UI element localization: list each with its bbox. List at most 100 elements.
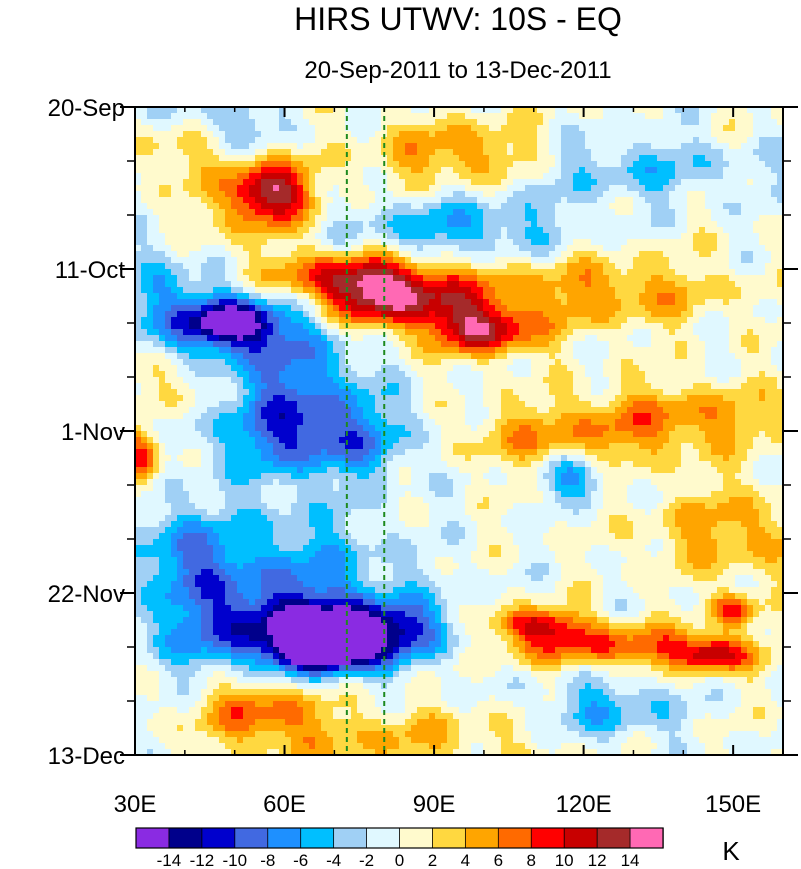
heatmap-cell [693, 377, 700, 384]
heatmap-cell [399, 221, 406, 228]
heatmap-cell [327, 335, 334, 342]
heatmap-cell [579, 377, 586, 384]
heatmap-cell [723, 365, 730, 372]
heatmap-cell [309, 119, 316, 126]
heatmap-cell [141, 221, 148, 228]
heatmap-cell [345, 263, 352, 270]
heatmap-cell [609, 143, 616, 150]
heatmap-cell [363, 173, 370, 180]
heatmap-cell [609, 191, 616, 198]
heatmap-cell [165, 179, 172, 186]
heatmap-cell [477, 263, 484, 270]
heatmap-cell [381, 281, 388, 288]
heatmap-cell [651, 179, 658, 186]
heatmap-cell [189, 371, 196, 378]
heatmap-cell [195, 281, 202, 288]
heatmap-cell [693, 191, 700, 198]
heatmap-cell [759, 185, 766, 192]
heatmap-cell [153, 131, 160, 138]
heatmap-cell [705, 233, 712, 240]
heatmap-cell [651, 293, 658, 300]
heatmap-cell [663, 371, 670, 378]
heatmap-cell [285, 191, 292, 198]
heatmap-cell [171, 263, 178, 270]
heatmap-cell [681, 233, 688, 240]
heatmap-cell [477, 257, 484, 264]
heatmap-cell [489, 179, 496, 186]
heatmap-cell [585, 251, 592, 258]
heatmap-cell [153, 335, 160, 342]
heatmap-cell [165, 263, 172, 270]
heatmap-cell [231, 293, 238, 300]
heatmap-cell [147, 245, 154, 252]
heatmap-cell [459, 299, 466, 306]
heatmap-cell [375, 257, 382, 264]
heatmap-cell [393, 347, 400, 354]
heatmap-cell [633, 263, 640, 270]
heatmap-cell [195, 161, 202, 168]
heatmap-cell [627, 227, 634, 234]
heatmap-cell [291, 305, 298, 312]
heatmap-cell [225, 251, 232, 258]
heatmap-cell [717, 203, 724, 210]
heatmap-cell [315, 221, 322, 228]
heatmap-cell [183, 119, 190, 126]
heatmap-cell [735, 125, 742, 132]
heatmap-cell [135, 347, 142, 354]
heatmap-cell [447, 119, 454, 126]
heatmap-cell [675, 227, 682, 234]
heatmap-cell [519, 155, 526, 162]
heatmap-cell [291, 149, 298, 156]
heatmap-cell [417, 281, 424, 288]
heatmap-cell [321, 311, 328, 318]
heatmap-cell [147, 107, 154, 114]
heatmap-cell [273, 233, 280, 240]
heatmap-cell [765, 179, 772, 186]
heatmap-cell [393, 197, 400, 204]
heatmap-cell [237, 149, 244, 156]
heatmap-cell [639, 335, 646, 342]
heatmap-cell [507, 287, 514, 294]
heatmap-cell [231, 197, 238, 204]
heatmap-cell [183, 311, 190, 318]
heatmap-cell [225, 305, 232, 312]
heatmap-cell [651, 215, 658, 222]
heatmap-cell [261, 227, 268, 234]
heatmap-cell [429, 173, 436, 180]
heatmap-cell [159, 227, 166, 234]
heatmap-cell [261, 275, 268, 282]
heatmap-cell [159, 179, 166, 186]
heatmap-cell [171, 131, 178, 138]
heatmap-cell [279, 185, 286, 192]
heatmap-cell [729, 341, 736, 348]
heatmap-cell [759, 155, 766, 162]
heatmap-cell [585, 263, 592, 270]
heatmap-cell [651, 269, 658, 276]
heatmap-cell [525, 209, 532, 216]
heatmap-cell [309, 143, 316, 150]
heatmap-cell [171, 305, 178, 312]
heatmap-cell [723, 251, 730, 258]
heatmap-cell [459, 371, 466, 378]
heatmap-cell [423, 329, 430, 336]
heatmap-cell [699, 185, 706, 192]
heatmap-cell [399, 269, 406, 276]
heatmap-cell [171, 365, 178, 372]
heatmap-cell [501, 293, 508, 300]
heatmap-cell [303, 299, 310, 306]
heatmap-cell [777, 353, 783, 360]
heatmap-cell [603, 245, 610, 252]
heatmap-cell [339, 131, 346, 138]
heatmap-cell [201, 197, 208, 204]
heatmap-cell [663, 317, 670, 324]
heatmap-cell [771, 119, 778, 126]
heatmap-cell [297, 293, 304, 300]
heatmap-cell [171, 149, 178, 156]
heatmap-cell [699, 317, 706, 324]
heatmap-cell [423, 227, 430, 234]
heatmap-cell [645, 293, 652, 300]
heatmap-cell [435, 359, 442, 366]
heatmap-cell [279, 227, 286, 234]
heatmap-cell [753, 155, 760, 162]
heatmap-cell [483, 245, 490, 252]
